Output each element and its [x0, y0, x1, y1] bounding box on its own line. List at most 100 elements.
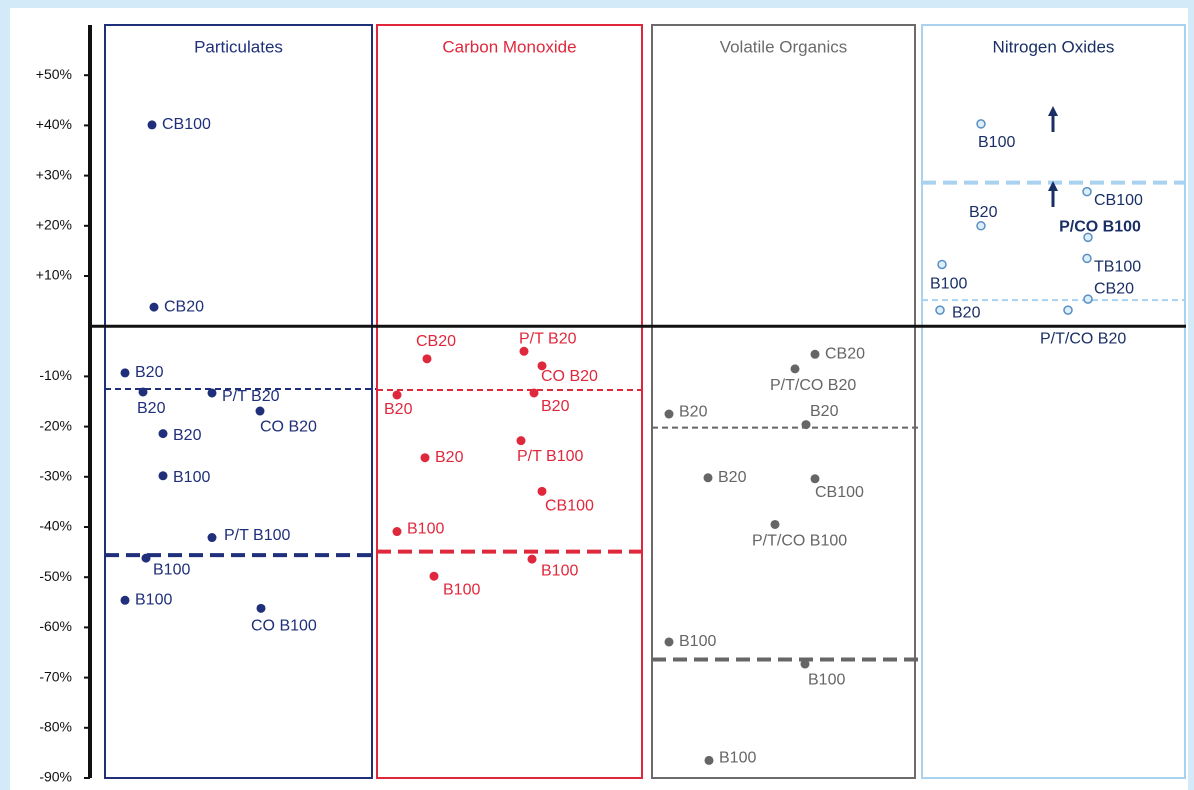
point-label: B20 — [135, 364, 164, 381]
data-point — [1083, 294, 1093, 304]
point-label: P/T/CO B100 — [752, 533, 847, 550]
y-tick-label: +10% — [36, 267, 72, 283]
point-label: B20 — [969, 204, 998, 221]
data-point — [207, 388, 217, 398]
point-label: B100 — [679, 633, 716, 650]
data-point — [1063, 305, 1073, 315]
y-tick-label: -30% — [39, 468, 72, 484]
point-label: B100 — [407, 521, 444, 538]
y-tick-label: +50% — [36, 66, 72, 82]
point-label: CB100 — [1094, 192, 1143, 209]
point-label: B20 — [435, 449, 464, 466]
point-label: P/T B20 — [222, 388, 280, 405]
data-point — [138, 387, 148, 397]
point-label: B100 — [173, 469, 210, 486]
panel-title: Volatile Organics — [720, 37, 848, 56]
point-label: B20 — [384, 401, 413, 418]
arrow-head — [1048, 181, 1058, 191]
data-point — [704, 755, 714, 765]
panel-frame — [376, 24, 643, 779]
data-point — [1082, 186, 1092, 197]
point-label: B20 — [810, 403, 839, 420]
data-point — [800, 659, 810, 669]
point-label: B100 — [930, 276, 967, 293]
y-tick-label: -90% — [39, 769, 72, 785]
point-label: CO B100 — [251, 618, 317, 635]
y-tick-label: -60% — [39, 618, 72, 634]
data-point — [770, 519, 780, 529]
point-label: CB100 — [815, 484, 864, 501]
data-point — [790, 364, 800, 374]
data-point — [120, 368, 130, 378]
y-tick-label: -20% — [39, 417, 72, 433]
point-label: CB20 — [1094, 280, 1134, 297]
data-point — [392, 527, 402, 537]
data-point — [810, 349, 820, 359]
data-point — [529, 388, 539, 398]
data-point — [429, 571, 439, 581]
y-tick-label: -70% — [39, 668, 72, 684]
point-label: CB20 — [416, 333, 456, 350]
point-label: B100 — [541, 562, 578, 579]
data-point — [664, 409, 674, 419]
data-point — [516, 436, 526, 446]
panel-title: Particulates — [194, 37, 283, 56]
arrow-head — [1048, 106, 1058, 116]
data-point — [1082, 253, 1092, 264]
y-tick-label: -80% — [39, 719, 72, 735]
point-label: B100 — [153, 561, 190, 578]
data-point — [664, 637, 674, 647]
data-point — [256, 603, 266, 613]
point-label: B100 — [978, 134, 1015, 151]
point-label: P/T B20 — [519, 331, 577, 348]
point-label: CO B20 — [541, 368, 598, 385]
point-label: P/T B100 — [224, 527, 291, 544]
data-point — [527, 554, 537, 564]
panel-frame — [104, 24, 373, 779]
data-point — [147, 120, 157, 130]
point-label: P/CO B100 — [1059, 219, 1141, 236]
data-point — [120, 595, 130, 605]
point-label: B100 — [719, 750, 756, 767]
data-point — [149, 302, 159, 312]
point-label: B20 — [718, 469, 747, 486]
y-tick-label: -40% — [39, 518, 72, 534]
point-label: CO B20 — [260, 418, 317, 435]
y-tick-label: +20% — [36, 217, 72, 233]
data-point — [537, 486, 547, 496]
data-point — [976, 221, 986, 231]
point-label: B20 — [541, 398, 570, 415]
point-label: B100 — [443, 581, 480, 598]
point-label: CB20 — [164, 298, 204, 315]
y-tick-label: -50% — [39, 568, 72, 584]
y-tick-label: +30% — [36, 166, 72, 182]
point-label: CB100 — [545, 498, 594, 515]
panel-title: Carbon Monoxide — [442, 37, 576, 56]
point-label: P/T B100 — [517, 448, 584, 465]
data-point — [422, 354, 432, 364]
plot-background — [10, 8, 1188, 790]
data-point — [519, 346, 529, 356]
point-label: P/T/CO B20 — [1040, 330, 1126, 347]
y-tick-label: -10% — [39, 367, 72, 383]
point-label: B100 — [135, 592, 172, 609]
data-point — [420, 453, 430, 463]
point-label: B20 — [952, 304, 981, 321]
data-point — [937, 259, 947, 270]
point-label: B20 — [679, 403, 708, 420]
panel-frame — [651, 24, 916, 779]
data-point — [392, 390, 402, 400]
data-point — [935, 305, 945, 315]
data-point — [810, 474, 820, 484]
data-point — [703, 473, 713, 483]
panel-frame — [921, 24, 1186, 779]
point-label: B20 — [173, 427, 202, 444]
data-point — [976, 119, 986, 129]
data-point — [158, 429, 168, 439]
point-label: B20 — [137, 400, 166, 417]
y-tick-label: +40% — [36, 116, 72, 132]
data-point — [158, 471, 168, 481]
data-point — [1083, 232, 1093, 243]
data-point — [207, 533, 217, 543]
